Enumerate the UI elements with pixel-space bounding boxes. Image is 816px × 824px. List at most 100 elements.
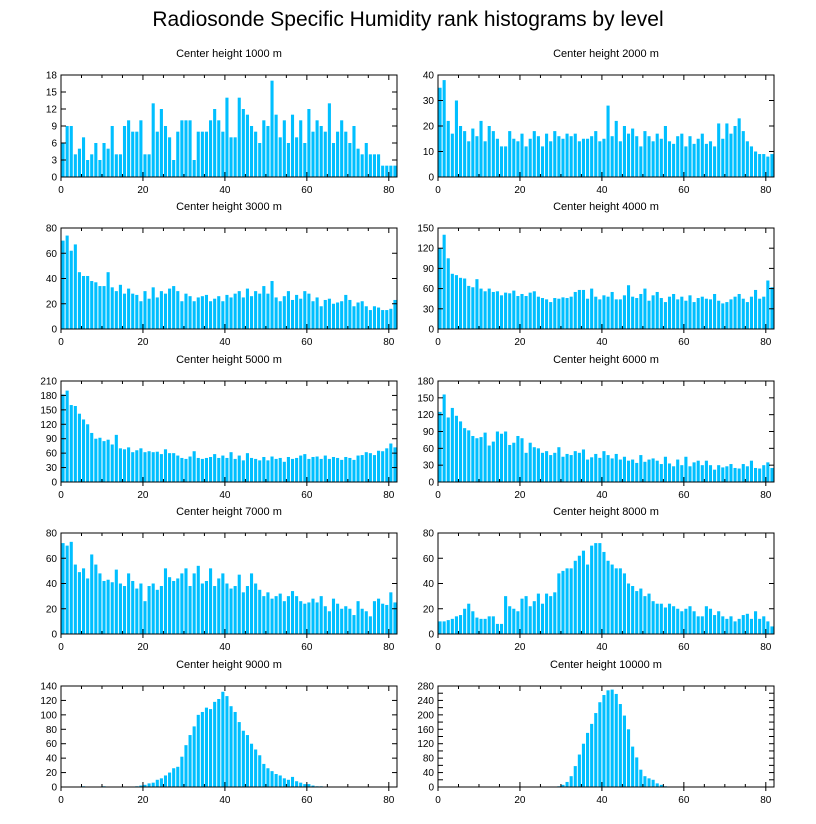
bar [581, 550, 586, 634]
bar [200, 296, 204, 329]
y-tick-label: 80 [423, 754, 435, 765]
bar [168, 453, 172, 482]
bar [106, 148, 110, 177]
bar [651, 295, 655, 329]
bar [561, 297, 565, 329]
bar [229, 297, 233, 329]
bar [77, 148, 81, 177]
bar [672, 143, 676, 177]
bar [102, 580, 106, 634]
bar [180, 756, 184, 787]
bar [323, 606, 327, 634]
panel-title: Center height 8000 m [553, 506, 659, 518]
bar [98, 160, 102, 177]
x-tick-label: 60 [301, 337, 313, 348]
bar [565, 453, 569, 482]
y-tick-label: 60 [46, 554, 58, 565]
bar [73, 244, 77, 329]
bar [237, 97, 241, 177]
bar [631, 586, 635, 634]
bar [86, 160, 90, 177]
y-tick-label: 18 [46, 71, 58, 82]
bar [721, 138, 725, 177]
bar [340, 301, 344, 329]
panel-title: Center height 4000 m [553, 201, 659, 213]
y-tick-label: 180 [417, 377, 434, 388]
bar [667, 603, 672, 634]
bar [155, 131, 159, 177]
bar [286, 596, 290, 635]
bar [225, 583, 229, 634]
bar [336, 131, 340, 177]
bar [692, 143, 696, 177]
bar [249, 457, 254, 482]
bar [159, 778, 163, 787]
bar [65, 390, 69, 482]
bar [614, 299, 618, 329]
x-tick-label: 40 [219, 490, 231, 501]
y-tick-label: 150 [417, 224, 434, 235]
x-tick-label: 60 [301, 490, 313, 501]
bar [135, 450, 139, 482]
x-tick-label: 0 [435, 795, 441, 806]
panel-title: Center height 7000 m [176, 506, 282, 518]
bar [581, 138, 586, 177]
bar [307, 784, 311, 787]
x-tick-label: 60 [678, 642, 690, 653]
bar [352, 306, 356, 329]
bar [708, 141, 713, 177]
bar [147, 451, 151, 482]
x-tick-label: 60 [301, 795, 313, 806]
bar [290, 114, 295, 177]
bar [680, 133, 684, 177]
bar [311, 301, 315, 329]
bar [327, 458, 331, 482]
bar [663, 126, 667, 177]
bar [635, 298, 639, 329]
bar [483, 141, 487, 177]
bar [594, 453, 598, 482]
bar [458, 615, 463, 634]
bar [114, 434, 118, 482]
bar [516, 141, 520, 177]
bar [290, 458, 295, 482]
bar [225, 294, 229, 329]
bar [368, 154, 372, 177]
bar [163, 126, 168, 177]
bar [598, 141, 602, 177]
bar [475, 438, 479, 482]
x-tick-label: 40 [219, 642, 231, 653]
bar [762, 296, 766, 329]
bar [249, 573, 254, 634]
bar [512, 608, 516, 634]
bar [577, 452, 581, 482]
bar [356, 148, 360, 177]
bar [569, 455, 573, 482]
bar [729, 464, 733, 482]
bar [151, 103, 155, 177]
bar [766, 156, 770, 177]
bar [651, 601, 655, 634]
bar [143, 601, 147, 634]
bar [389, 165, 393, 177]
bar [680, 296, 684, 329]
bar [184, 458, 188, 482]
bar [241, 730, 245, 787]
bar [106, 439, 110, 482]
bar [299, 120, 303, 177]
bar [622, 715, 626, 787]
bar [200, 711, 204, 787]
bar [565, 133, 569, 177]
bar [614, 453, 618, 482]
x-tick-label: 20 [137, 490, 149, 501]
bar [295, 596, 299, 635]
bar [245, 114, 249, 177]
bar [491, 441, 495, 482]
bar [577, 289, 581, 329]
bar [143, 452, 147, 482]
bar [770, 154, 774, 177]
bar [553, 131, 557, 177]
bar [467, 285, 471, 329]
bar [147, 154, 151, 177]
bar [737, 293, 741, 329]
